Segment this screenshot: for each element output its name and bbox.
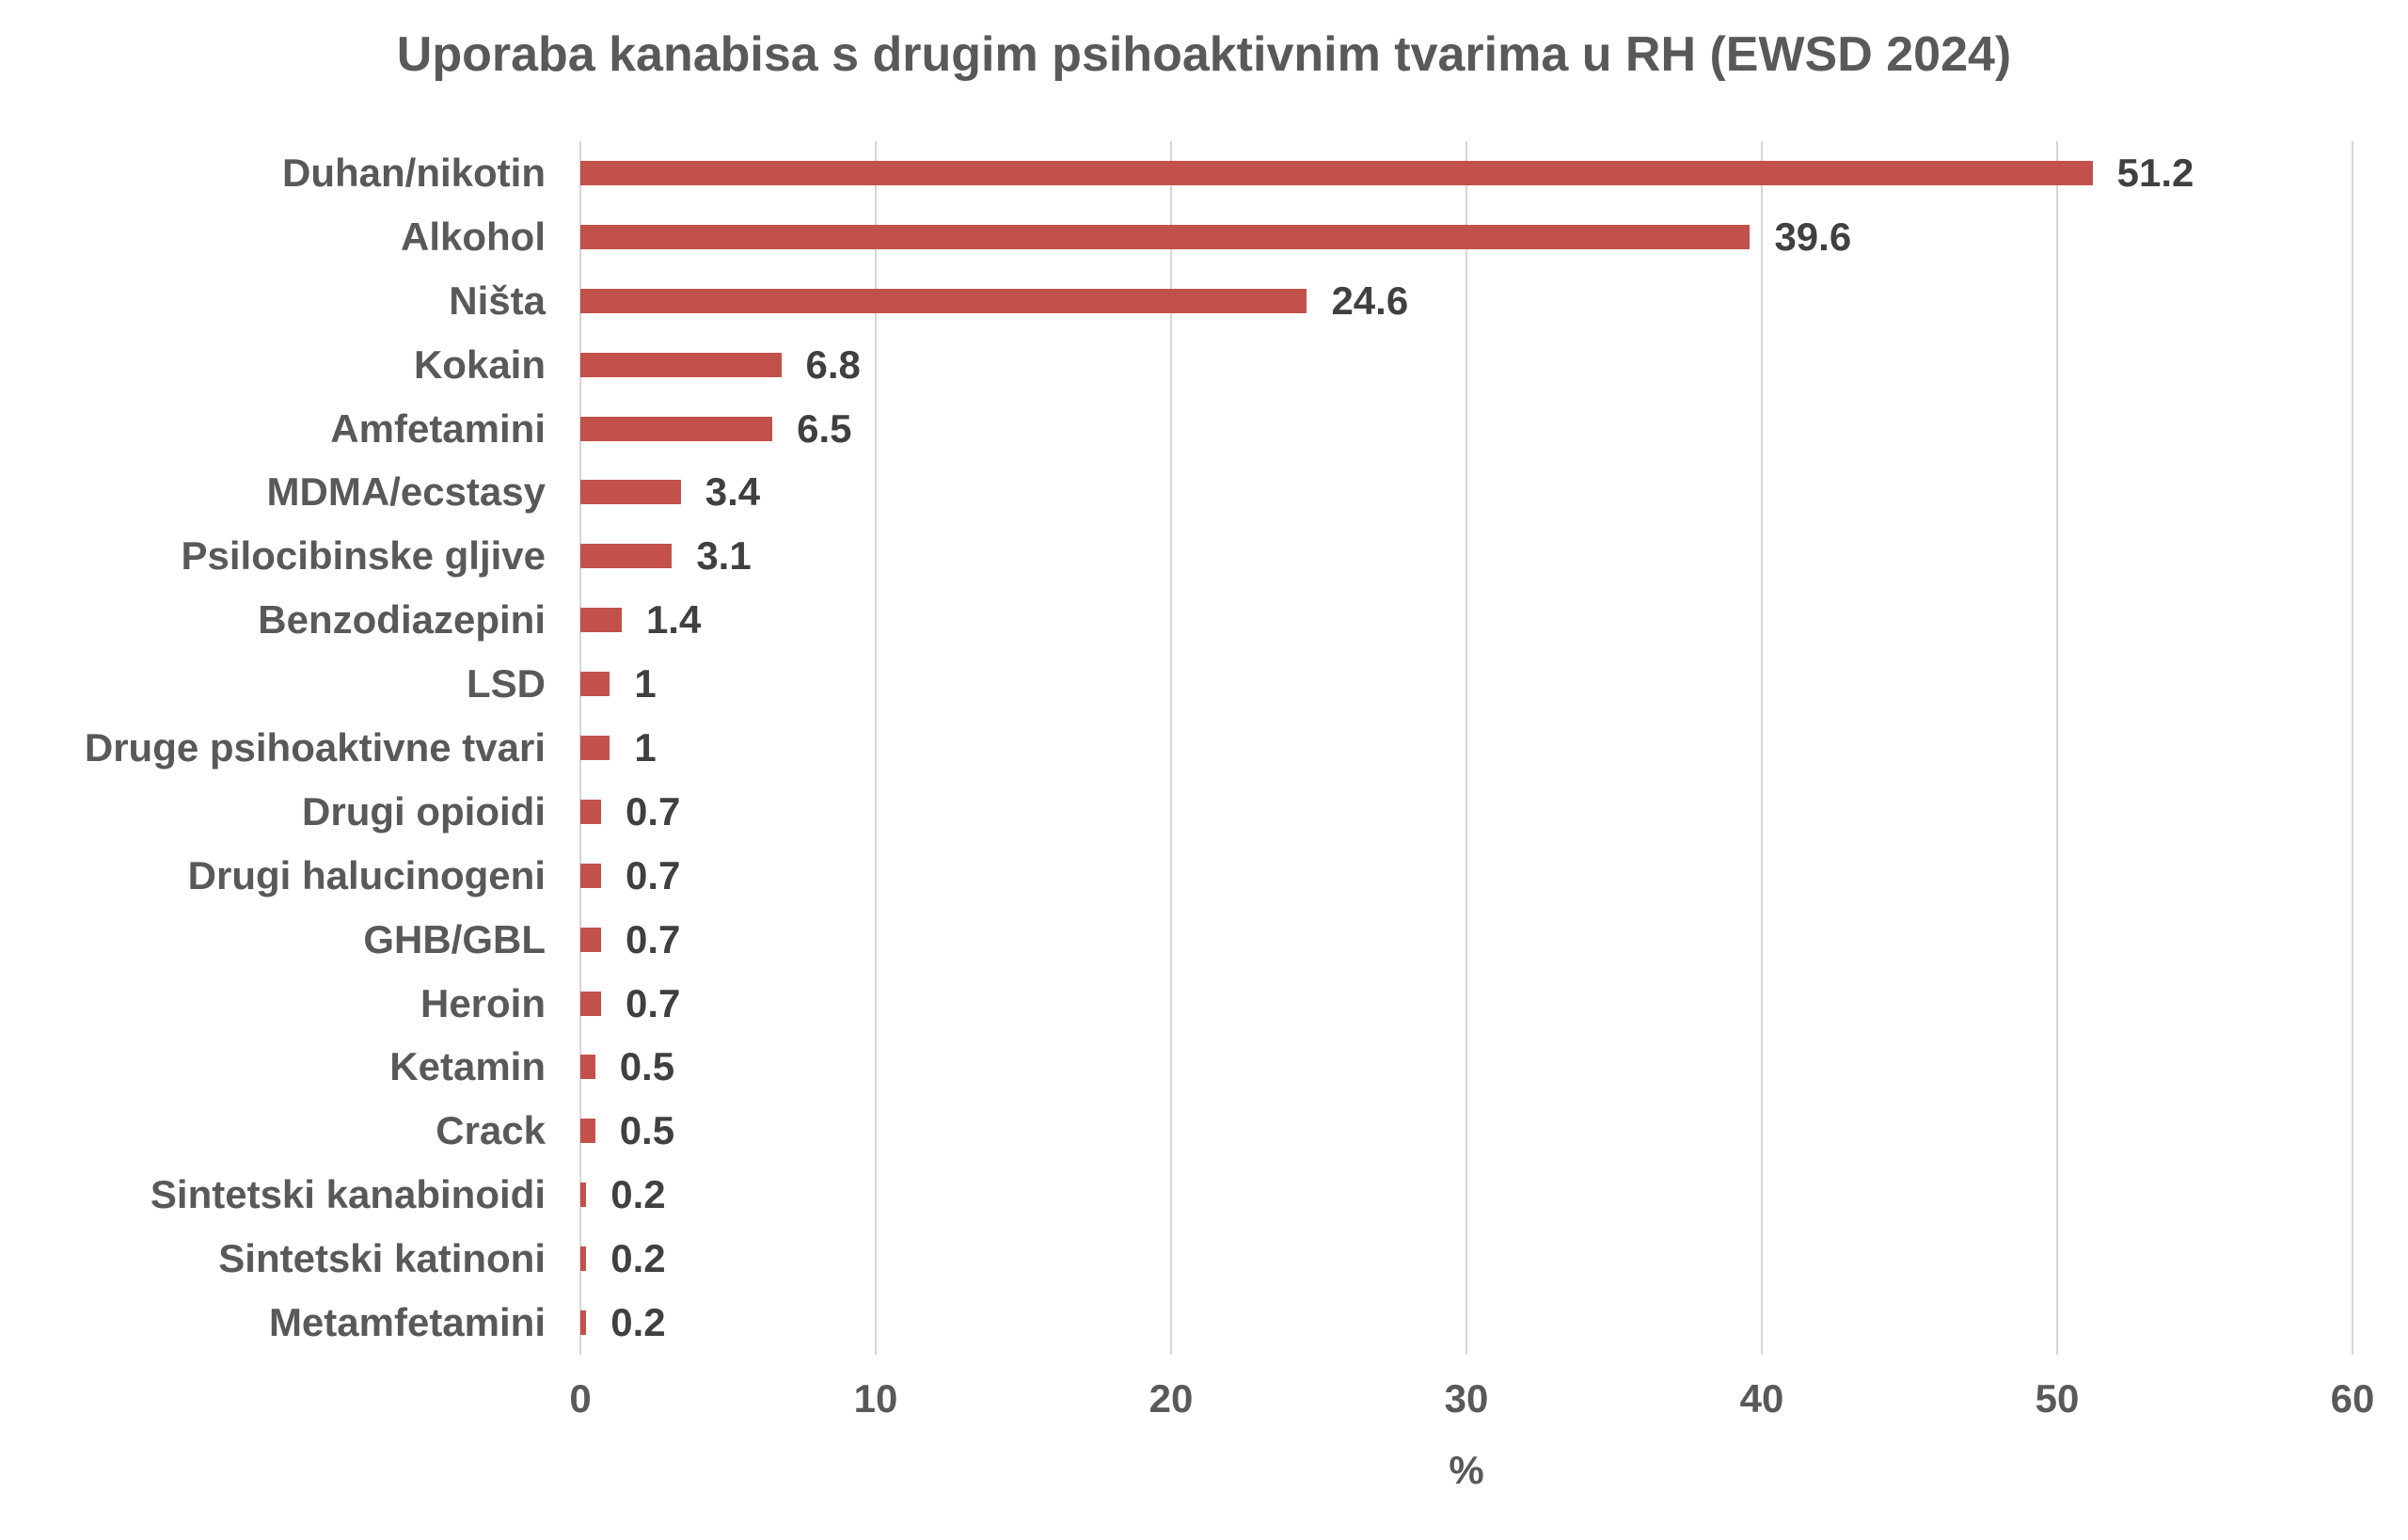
value-label: 0.2	[610, 1236, 666, 1281]
category-label: Duhan/nikotin	[282, 150, 546, 195]
bar-row: 3.4	[580, 460, 2353, 524]
category-label: Crack	[436, 1108, 546, 1153]
category-label: Amfetamini	[330, 405, 546, 451]
value-label: 0.2	[610, 1299, 666, 1344]
value-label: 3.1	[696, 533, 752, 579]
category-axis: Duhan/nikotin Alkohol Ništa Kokain Amfetamin…	[0, 141, 562, 1355]
x-tick-label-50: 50	[2035, 1376, 2080, 1421]
value-label: 0.5	[619, 1044, 675, 1089]
category-label: Benzodiazepini	[258, 597, 546, 643]
category-label: Sintetski katinoni	[218, 1236, 546, 1281]
category-label: Psilocibinske gljive	[181, 533, 547, 579]
x-tick-label-0: 0	[569, 1376, 592, 1421]
value-label: 1	[634, 724, 657, 770]
value-label: 0.7	[625, 852, 681, 897]
x-axis-ticks: 0 10 20 30 40 50 60	[569, 1376, 2374, 1428]
bar	[580, 160, 2093, 185]
bar-row: 0.7	[580, 908, 2353, 972]
bar-row: 0.2	[580, 1291, 2353, 1355]
bar	[580, 288, 1307, 313]
bar	[580, 1119, 595, 1144]
x-axis-label: %	[1449, 1448, 1484, 1492]
bar-row: 0.7	[580, 780, 2353, 844]
gridline-60	[2352, 141, 2353, 1355]
bar	[580, 224, 1751, 249]
bar-row: 39.6	[580, 205, 2353, 269]
bar	[580, 1310, 587, 1335]
bar	[580, 735, 610, 760]
bar	[580, 1246, 587, 1272]
value-label: 39.6	[1774, 214, 1852, 259]
value-label: 0.5	[619, 1108, 675, 1153]
bar-row: 1	[580, 652, 2353, 716]
bar	[580, 544, 673, 569]
value-label: 0.7	[625, 788, 681, 834]
bar	[580, 1183, 587, 1208]
category-label: MDMA/ecstasy	[266, 469, 546, 515]
bar	[580, 991, 601, 1016]
bar-row: 0.2	[580, 1163, 2353, 1227]
bar-row: 0.5	[580, 1099, 2353, 1163]
value-label: 51.2	[2116, 150, 2194, 195]
x-tick-label-20: 20	[1149, 1376, 1194, 1421]
bar	[580, 352, 782, 377]
bar	[580, 863, 601, 888]
gridline-20	[1169, 141, 1172, 1355]
bar	[580, 672, 610, 697]
x-tick-label-10: 10	[853, 1376, 898, 1421]
category-label: GHB/GBL	[363, 916, 546, 961]
category-label: Alkohol	[401, 214, 546, 259]
chart-title: Uporaba kanabisa s drugim psihoaktivnim …	[396, 27, 2012, 82]
category-label: LSD	[467, 661, 546, 706]
value-label: 6.5	[797, 405, 852, 451]
category-label: Metamfetamini	[268, 1299, 546, 1344]
value-label: 0.2	[610, 1172, 666, 1217]
bar-row: 6.8	[580, 333, 2353, 397]
category-label: Druge psihoaktivne tvari	[84, 724, 546, 770]
bar-row: 3.1	[580, 524, 2353, 588]
bar	[580, 480, 681, 505]
value-label: 0.7	[625, 916, 681, 961]
x-tick-label-40: 40	[1739, 1376, 1784, 1421]
bar	[580, 1055, 595, 1080]
value-label: 3.4	[705, 469, 761, 515]
gridline-30	[1465, 141, 1467, 1355]
bar	[580, 927, 601, 952]
gridline-10	[874, 141, 877, 1355]
category-label: Ništa	[449, 278, 546, 323]
category-label: Sintetski kanabinoidi	[150, 1172, 546, 1217]
x-tick-label-60: 60	[2330, 1376, 2375, 1421]
x-tick-label-30: 30	[1444, 1376, 1489, 1421]
value-label: 1	[634, 661, 657, 706]
bar	[580, 799, 601, 824]
bar-row: 24.6	[580, 269, 2353, 333]
value-label: 6.8	[805, 341, 861, 387]
category-label: Kokain	[413, 341, 546, 387]
bar-row: 51.2	[580, 141, 2353, 205]
bar-row: 0.7	[580, 844, 2353, 908]
bar-row: 0.2	[580, 1227, 2353, 1291]
bar-row: 1	[580, 716, 2353, 780]
category-label: Ketamin	[389, 1044, 546, 1089]
bar-rows: 51.2 39.6 24.6 6.8 6.5 3.4 3.1 1.4 1 1 0.7 0.7 0.7 0.…	[580, 141, 2353, 1355]
gridline-40	[1760, 141, 1763, 1355]
value-label: 1.4	[645, 597, 702, 643]
plot-area: 51.2 39.6 24.6 6.8 6.5 3.4 3.1 1.4 1 1 0.7 0.7 0.7 0.…	[579, 141, 2353, 1355]
bar	[580, 608, 622, 633]
bar-row: 0.5	[580, 1035, 2353, 1099]
bar-row: 1.4	[580, 588, 2353, 652]
bar-row: 6.5	[580, 397, 2353, 461]
value-label: 0.7	[625, 980, 681, 1025]
gridline-50	[2056, 141, 2058, 1355]
bar	[580, 416, 773, 441]
category-label: Drugi halucinogeni	[187, 852, 546, 897]
bar-row: 0.7	[580, 972, 2353, 1036]
category-label: Heroin	[420, 980, 546, 1025]
category-label: Drugi opioidi	[302, 788, 546, 834]
value-label: 24.6	[1331, 278, 1409, 323]
